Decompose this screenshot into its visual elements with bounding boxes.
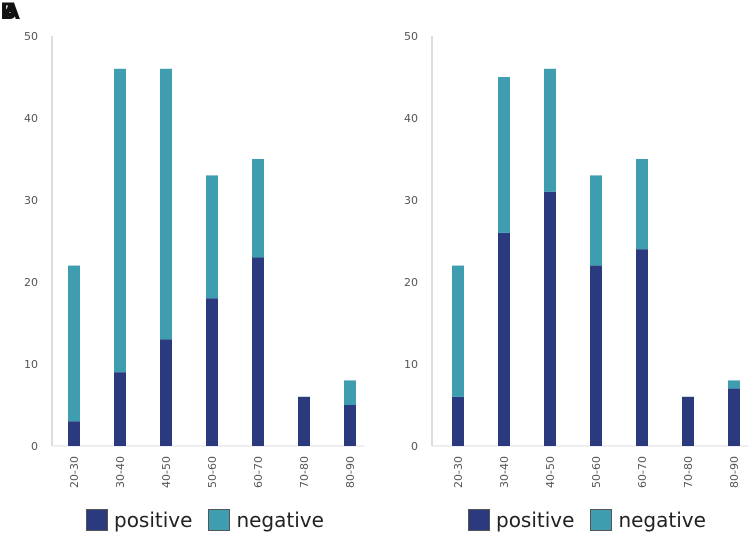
bar-negative [636,159,648,250]
bar-negative [590,175,602,266]
bar-negative [344,380,356,405]
bar-positive [590,265,602,446]
x-tick-label: 60-70 [252,456,265,488]
x-tick-label: 70-80 [298,456,311,488]
x-tick-label: 80-90 [728,456,741,488]
bar-negative [498,77,510,233]
x-tick-label: 60-70 [636,456,649,488]
y-tick-label: 0 [31,440,38,453]
y-tick-label: 10 [24,358,38,371]
y-tick-label: 10 [404,358,418,371]
legend-swatch-negative [208,509,231,531]
bar-positive [298,396,310,446]
y-tick-label: 0 [411,440,418,453]
bar-negative [68,265,80,422]
bar-positive [68,421,80,446]
bar-negative [114,68,126,373]
bar-negative [452,265,464,397]
y-tick-label: 30 [404,194,418,207]
bar-positive [344,405,356,446]
y-tick-label: 40 [404,112,418,125]
x-tick-label: 30-40 [498,456,511,488]
x-tick-label: 40-50 [544,456,557,488]
x-tick-label: 50-60 [590,456,603,488]
x-tick-label: 20-30 [68,456,81,488]
x-tick-label: 70-80 [682,456,695,488]
legend-right: positive negative [468,508,722,532]
legend-left: positive negative [86,508,340,532]
x-tick-label: 40-50 [160,456,173,488]
legend-label-positive: positive [114,508,193,532]
bar-negative [252,159,264,258]
y-tick-label: 20 [404,276,418,289]
bar-positive [728,388,740,446]
legend-swatch-positive [86,509,108,531]
bar-negative [728,380,740,389]
y-tick-label: 50 [404,30,418,43]
legend-swatch-negative [590,509,613,531]
y-tick-label: 30 [24,194,38,207]
bar-negative [206,175,218,299]
legend-label-negative: negative [236,508,324,532]
bar-positive [452,396,464,446]
bar-positive [114,372,126,446]
legend-label-negative: negative [618,508,706,532]
y-tick-label: 40 [24,112,38,125]
bar-positive [636,249,648,446]
panel-label-a: A [3,0,21,25]
x-tick-label: 30-40 [114,456,127,488]
y-tick-label: 20 [24,276,38,289]
panel-label-b: B [0,0,17,25]
y-tick-label: 50 [24,30,38,43]
legend-label-positive: positive [496,508,575,532]
bar-positive [498,232,510,446]
x-tick-label: 50-60 [206,456,219,488]
x-tick-label: 80-90 [344,456,357,488]
bar-positive [206,298,218,446]
x-tick-label: 20-30 [452,456,465,488]
bar-positive [682,396,694,446]
bar-negative [544,68,556,192]
bar-positive [252,257,264,446]
legend-swatch-positive [468,509,490,531]
bar-positive [544,191,556,446]
bar-negative [160,68,172,340]
bar-positive [160,339,172,446]
